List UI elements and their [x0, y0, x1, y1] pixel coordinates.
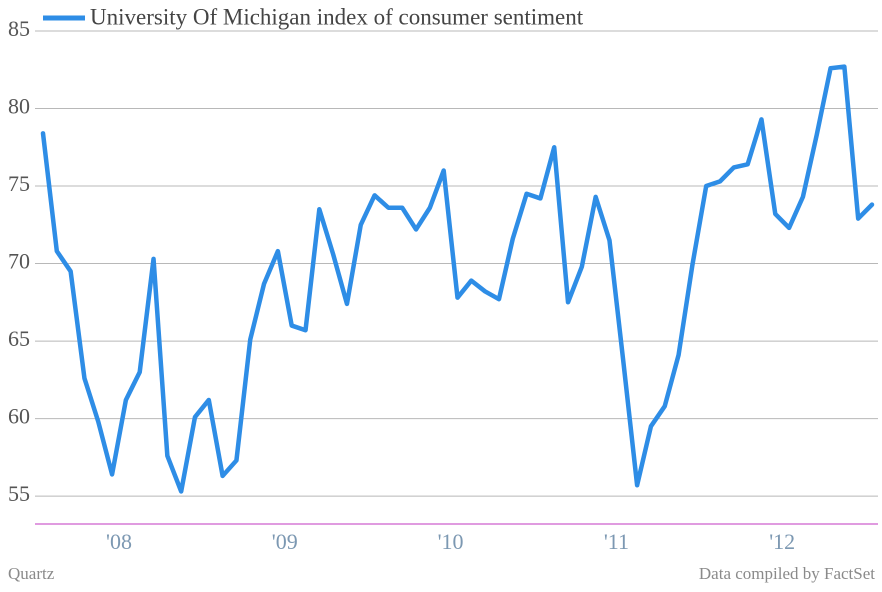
x-tick-label: '11	[604, 529, 629, 554]
y-tick-label: 75	[8, 171, 30, 196]
x-tick-label: '08	[106, 529, 132, 554]
x-tick-label: '10	[438, 529, 464, 554]
y-tick-label: 70	[8, 249, 30, 274]
source-right: Data compiled by FactSet	[699, 564, 875, 583]
x-tick-label: '09	[272, 529, 298, 554]
line-series	[40, 64, 875, 494]
x-tick-label: '12	[769, 529, 795, 554]
y-tick-label: 80	[8, 94, 30, 119]
y-tick-label: 85	[8, 16, 30, 41]
y-tick-label: 55	[8, 481, 30, 506]
y-tick-label: 60	[8, 404, 30, 429]
source-left: Quartz	[8, 564, 55, 583]
legend-label: University Of Michigan index of consumer…	[90, 4, 584, 29]
y-tick-label: 65	[8, 326, 30, 351]
